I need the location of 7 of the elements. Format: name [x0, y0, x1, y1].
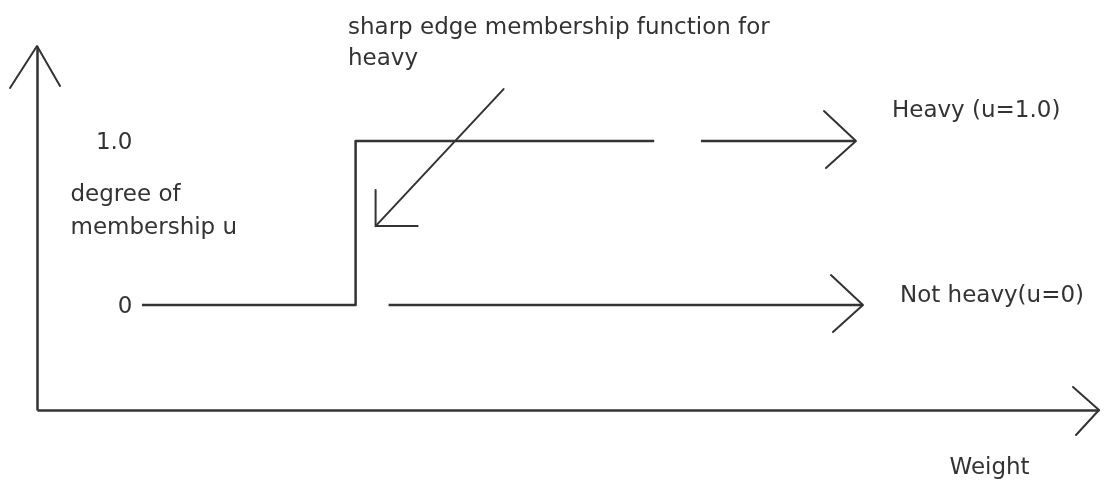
x-axis-title: Weight — [949, 452, 1030, 479]
y-tick-label: 1.0 — [95, 127, 133, 154]
annotation: sharp edge membership function for heavy — [348, 13, 771, 70]
y-tick-label: 0 — [117, 291, 133, 318]
y-axis-title: degree of membership u — [70, 179, 238, 239]
ref-line-label: Not heavy(u=0) — [899, 281, 1085, 308]
ref-line-label: Heavy (u=1.0) — [891, 96, 1061, 123]
